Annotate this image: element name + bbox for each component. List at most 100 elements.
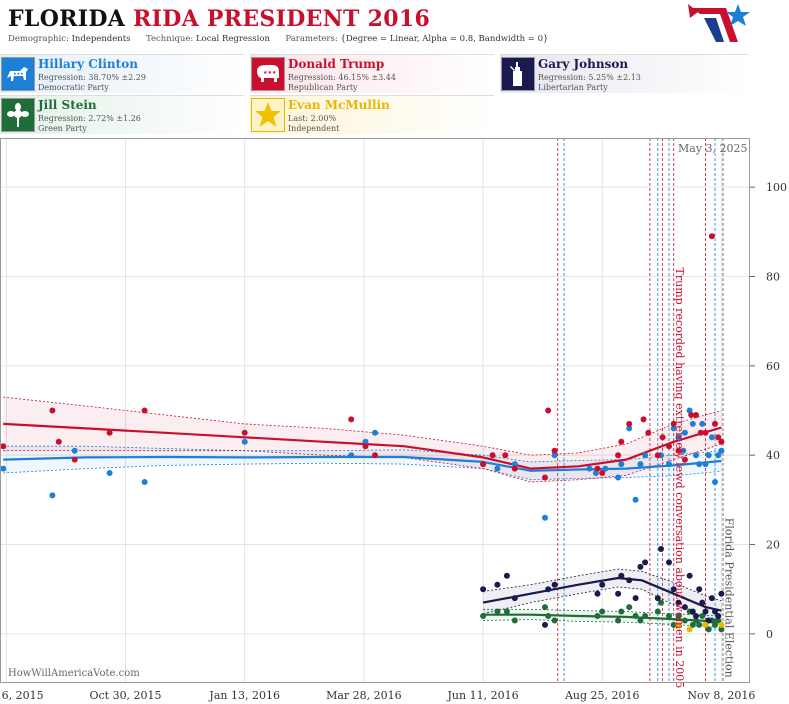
johnson-poll-point[interactable] bbox=[632, 595, 639, 602]
trump-poll-point[interactable] bbox=[618, 438, 625, 445]
johnson-poll-point[interactable] bbox=[715, 613, 722, 619]
trump-poll-point[interactable] bbox=[712, 420, 718, 427]
johnson-poll-point[interactable] bbox=[658, 546, 664, 552]
stein-poll-point[interactable] bbox=[626, 604, 633, 611]
clinton-poll-point[interactable] bbox=[0, 465, 7, 472]
clinton-poll-point[interactable] bbox=[637, 461, 644, 468]
clinton-poll-point[interactable] bbox=[49, 492, 56, 499]
clinton-poll-point[interactable] bbox=[372, 429, 378, 436]
trump-poll-point[interactable] bbox=[49, 407, 56, 414]
johnson-poll-point[interactable] bbox=[702, 608, 709, 615]
clinton-poll-point[interactable] bbox=[602, 465, 609, 472]
trump-poll-point[interactable] bbox=[489, 452, 496, 459]
stein-poll-point[interactable] bbox=[632, 613, 639, 619]
clinton-poll-point[interactable] bbox=[708, 434, 715, 441]
clinton-poll-point[interactable] bbox=[586, 465, 593, 472]
stein-poll-point[interactable] bbox=[689, 621, 696, 628]
johnson-poll-point[interactable] bbox=[599, 581, 606, 588]
trump-poll-point[interactable] bbox=[594, 465, 601, 472]
clinton-poll-point[interactable] bbox=[702, 461, 709, 468]
johnson-poll-point[interactable] bbox=[666, 559, 672, 566]
stein-poll-point[interactable] bbox=[715, 617, 722, 624]
stein-poll-point[interactable] bbox=[594, 613, 601, 619]
johnson-poll-point[interactable] bbox=[718, 590, 725, 597]
clinton-poll-point[interactable] bbox=[705, 452, 712, 459]
trump-poll-point[interactable] bbox=[688, 412, 695, 418]
stein-poll-point[interactable] bbox=[494, 608, 501, 615]
clinton-poll-point[interactable] bbox=[348, 452, 355, 459]
trump-poll-point[interactable] bbox=[511, 465, 518, 472]
johnson-poll-point[interactable] bbox=[626, 577, 633, 584]
trump-poll-point[interactable] bbox=[241, 429, 248, 436]
mcmullin-poll-point[interactable] bbox=[702, 621, 709, 628]
clinton-poll-point[interactable] bbox=[696, 461, 703, 468]
johnson-poll-point[interactable] bbox=[693, 613, 699, 619]
johnson-poll-point[interactable] bbox=[670, 586, 677, 593]
trump-poll-point[interactable] bbox=[545, 407, 552, 414]
stein-poll-point[interactable] bbox=[503, 608, 510, 615]
stein-poll-point[interactable] bbox=[693, 617, 699, 624]
stein-poll-point[interactable] bbox=[615, 617, 622, 624]
trump-poll-point[interactable] bbox=[141, 407, 148, 414]
candidate-card-stein[interactable]: Jill Stein Regression: 2.72% ±1.26 Green… bbox=[0, 95, 244, 134]
mcmullin-poll-point[interactable] bbox=[718, 621, 725, 628]
clinton-poll-point[interactable] bbox=[71, 447, 78, 454]
johnson-poll-point[interactable] bbox=[686, 572, 693, 579]
johnson-poll-point[interactable] bbox=[594, 590, 601, 597]
trump-poll-point[interactable] bbox=[55, 438, 62, 445]
site-credit[interactable]: HowWillAmericaVote.com bbox=[8, 668, 140, 679]
trump-poll-point[interactable] bbox=[599, 470, 606, 476]
trump-poll-point[interactable] bbox=[718, 438, 725, 445]
clinton-poll-point[interactable] bbox=[686, 407, 693, 414]
clinton-poll-point[interactable] bbox=[680, 447, 687, 454]
stein-poll-point[interactable] bbox=[675, 613, 682, 619]
clinton-poll-point[interactable] bbox=[712, 479, 718, 485]
stein-poll-point[interactable] bbox=[551, 617, 558, 624]
poll-chart[interactable]: Aug 16, 2015 Oct 30, 2015 Jan 13, 2016 Mar … bbox=[0, 138, 789, 704]
trump-poll-point[interactable] bbox=[681, 456, 688, 463]
clinton-poll-point[interactable] bbox=[542, 514, 548, 521]
clinton-poll-point[interactable] bbox=[670, 425, 677, 432]
clinton-poll-point[interactable] bbox=[689, 420, 696, 427]
trump-poll-point[interactable] bbox=[693, 412, 699, 418]
clinton-poll-point[interactable] bbox=[666, 461, 672, 468]
demographic-value[interactable]: Independents bbox=[71, 34, 131, 44]
trump-poll-point[interactable] bbox=[666, 443, 672, 450]
johnson-poll-point[interactable] bbox=[654, 595, 661, 602]
stein-poll-point[interactable] bbox=[480, 613, 487, 619]
clinton-poll-point[interactable] bbox=[675, 434, 682, 441]
mcmullin-poll-point[interactable] bbox=[675, 621, 682, 628]
clinton-poll-point[interactable] bbox=[681, 429, 688, 436]
clinton-poll-point[interactable] bbox=[642, 452, 649, 459]
trump-poll-point[interactable] bbox=[702, 429, 709, 436]
stein-poll-point[interactable] bbox=[670, 621, 677, 628]
stein-poll-point[interactable] bbox=[718, 626, 725, 633]
johnson-poll-point[interactable] bbox=[618, 572, 625, 579]
johnson-poll-point[interactable] bbox=[637, 563, 644, 570]
stein-poll-point[interactable] bbox=[637, 617, 644, 624]
stein-poll-point[interactable] bbox=[511, 617, 518, 624]
stein-poll-point[interactable] bbox=[681, 617, 688, 624]
trump-poll-point[interactable] bbox=[640, 416, 647, 423]
clinton-poll-point[interactable] bbox=[693, 452, 699, 459]
johnson-poll-point[interactable] bbox=[642, 559, 649, 566]
johnson-poll-point[interactable] bbox=[675, 599, 682, 606]
johnson-poll-point[interactable] bbox=[696, 586, 703, 593]
trump-poll-point[interactable] bbox=[542, 474, 548, 481]
stein-poll-point[interactable] bbox=[599, 608, 606, 615]
stein-poll-point[interactable] bbox=[618, 608, 625, 615]
johnson-poll-point[interactable] bbox=[699, 599, 706, 606]
trump-poll-point[interactable] bbox=[708, 233, 715, 240]
trump-poll-point[interactable] bbox=[670, 420, 677, 427]
johnson-poll-point[interactable] bbox=[705, 617, 712, 624]
johnson-poll-point[interactable] bbox=[551, 581, 558, 588]
trump-poll-point[interactable] bbox=[502, 452, 509, 459]
trump-poll-point[interactable] bbox=[0, 443, 7, 450]
johnson-poll-point[interactable] bbox=[712, 608, 718, 615]
johnson-poll-point[interactable] bbox=[494, 581, 501, 588]
trump-poll-point[interactable] bbox=[551, 447, 558, 454]
trump-poll-point[interactable] bbox=[659, 434, 666, 441]
johnson-poll-point[interactable] bbox=[545, 586, 552, 593]
clinton-poll-point[interactable] bbox=[362, 438, 369, 445]
trump-poll-point[interactable] bbox=[362, 443, 369, 450]
